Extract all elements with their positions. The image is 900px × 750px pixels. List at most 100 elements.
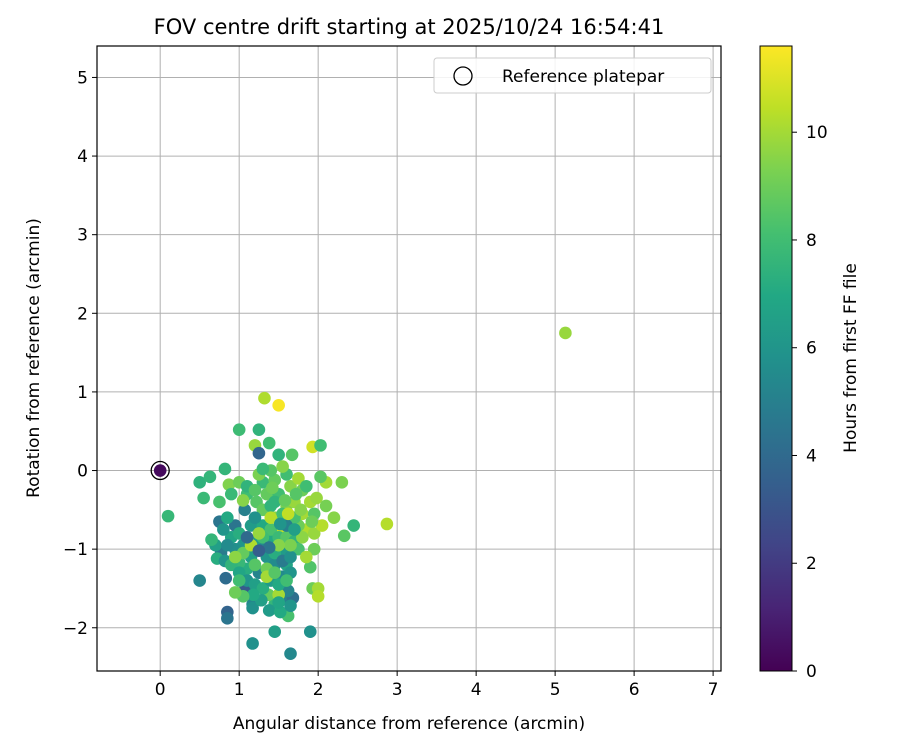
y-tick-label: −2 — [63, 619, 88, 639]
x-tick-label: 2 — [313, 680, 324, 700]
data-point — [311, 590, 325, 603]
y-tick-label: −1 — [63, 540, 88, 560]
data-point — [252, 423, 266, 436]
data-point — [310, 491, 323, 505]
y-axis-ticks: −2 −1 0 1 2 3 4 5 — [63, 68, 97, 639]
data-point — [284, 550, 297, 564]
colorbar: 0 2 4 6 8 10 Hours from first FF file — [759, 45, 861, 682]
legend-box — [433, 57, 712, 94]
x-tick-label: 5 — [550, 680, 561, 700]
y-axis-label: Rotation from reference (arcmin) — [24, 218, 44, 498]
data-point — [288, 523, 301, 536]
data-point — [203, 470, 217, 484]
data-point — [262, 436, 276, 450]
data-point — [272, 398, 285, 412]
data-point — [278, 494, 292, 507]
data-point — [262, 604, 276, 617]
data-point — [246, 637, 259, 650]
data-point — [347, 519, 361, 532]
data-point — [256, 462, 270, 476]
x-tick-label: 4 — [471, 680, 482, 700]
data-point — [222, 478, 236, 491]
data-point — [266, 481, 279, 495]
data-point — [280, 574, 293, 587]
legend-entry: Reference platepar — [502, 67, 664, 87]
data-point — [300, 550, 313, 564]
data-point — [268, 566, 282, 580]
data-point — [252, 544, 266, 558]
data-point — [193, 574, 206, 587]
data-point — [285, 448, 299, 462]
x-axis-label: Angular distance from reference (arcmin) — [233, 714, 585, 734]
data-point — [305, 515, 319, 528]
data-point — [300, 479, 313, 493]
data-point — [337, 529, 351, 543]
data-point — [307, 527, 321, 540]
data-point — [272, 596, 285, 609]
colorbar-ticks: 0 2 4 6 8 10 — [792, 123, 828, 682]
data-point — [193, 476, 206, 489]
data-point — [281, 507, 295, 521]
data-point — [264, 523, 278, 536]
colorbar-tick-label: 4 — [806, 446, 817, 466]
data-point — [303, 625, 317, 638]
data-point — [228, 586, 242, 599]
data-point — [272, 538, 285, 552]
data-point — [335, 476, 349, 489]
data-point — [238, 503, 252, 517]
data-point — [296, 531, 309, 544]
colorbar-tick-label: 10 — [806, 123, 828, 143]
data-point — [264, 511, 278, 524]
x-tick-label: 1 — [234, 680, 245, 700]
y-tick-label: 3 — [77, 226, 88, 246]
x-axis-ticks: 0 1 2 3 4 5 6 7 — [155, 671, 719, 700]
data-point — [228, 550, 242, 564]
data-point — [236, 494, 250, 507]
data-point — [213, 495, 226, 509]
x-tick-label: 6 — [629, 680, 640, 700]
data-point — [219, 571, 233, 585]
y-tick-label: 1 — [77, 383, 88, 403]
data-point — [221, 538, 234, 552]
data-point — [248, 558, 262, 572]
colorbar-gradient — [759, 45, 793, 672]
data-point — [314, 439, 327, 452]
data-point — [268, 625, 282, 638]
data-point — [217, 523, 230, 536]
data-point — [289, 487, 303, 501]
legend: Reference platepar — [433, 57, 712, 94]
colorbar-tick-label: 8 — [806, 231, 817, 251]
reference-platepar-marker — [150, 460, 170, 481]
data-point — [284, 647, 297, 661]
data-point — [232, 574, 246, 587]
colorbar-tick-label: 6 — [806, 339, 817, 359]
data-point — [247, 588, 260, 602]
y-tick-label: 0 — [77, 462, 88, 482]
data-point — [307, 542, 321, 556]
legend-marker — [453, 66, 473, 86]
data-point — [380, 517, 394, 531]
colorbar-label: Hours from first FF file — [841, 263, 861, 453]
grid-lines — [97, 46, 721, 671]
data-point — [258, 391, 271, 405]
data-point — [221, 612, 234, 625]
data-point — [221, 511, 234, 524]
data-point — [248, 511, 262, 524]
data-points — [150, 326, 572, 661]
x-tick-label: 7 — [708, 680, 719, 700]
y-tick-label: 4 — [77, 147, 88, 167]
data-point — [153, 464, 167, 477]
data-point — [276, 460, 289, 473]
data-point — [252, 446, 266, 460]
data-point — [327, 511, 341, 524]
chart-title: FOV centre drift starting at 2025/10/24 … — [154, 15, 665, 39]
data-point — [303, 560, 317, 574]
colorbar-tick-label: 0 — [806, 662, 817, 682]
data-point — [248, 483, 262, 497]
data-point — [284, 538, 297, 552]
y-tick-label: 5 — [77, 68, 88, 88]
data-point — [292, 472, 305, 485]
data-point — [294, 503, 308, 517]
data-point — [319, 499, 333, 513]
y-tick-label: 2 — [77, 304, 88, 324]
